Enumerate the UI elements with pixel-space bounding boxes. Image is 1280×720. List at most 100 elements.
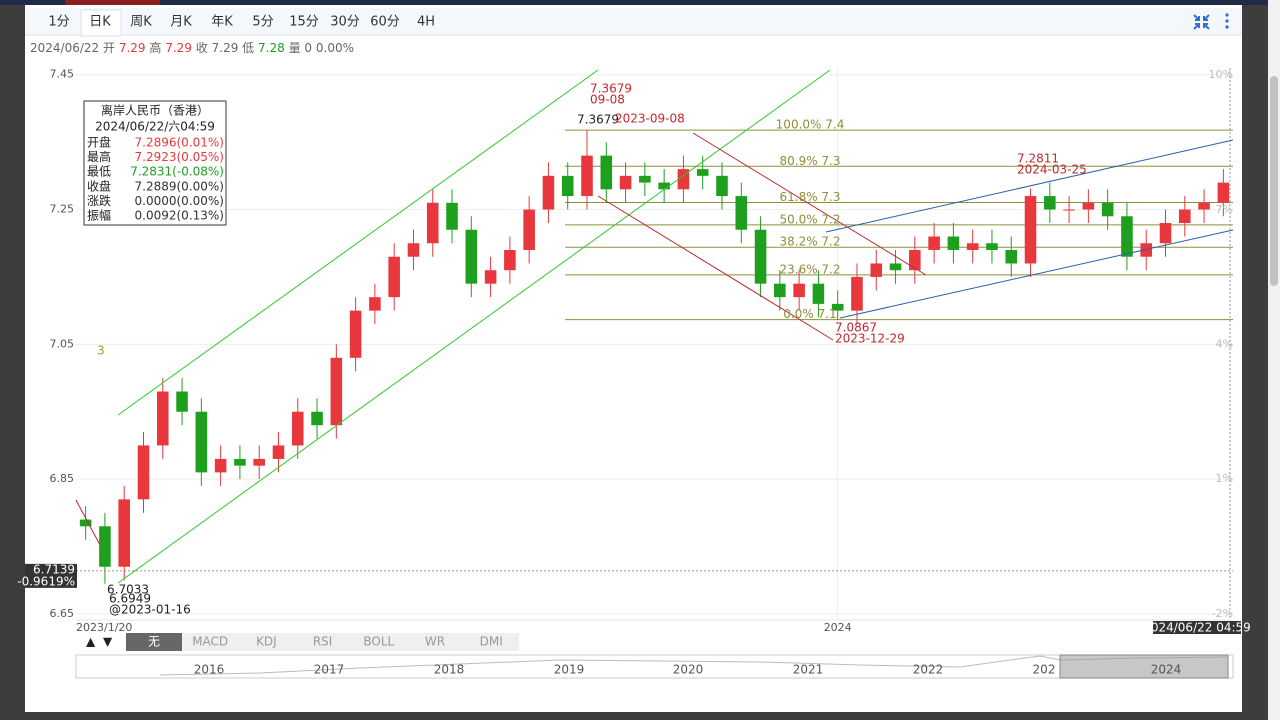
candle-body xyxy=(523,209,535,250)
tooltip-label: 开盘 xyxy=(87,135,111,150)
scrollbar-thumb[interactable] xyxy=(1270,76,1278,286)
candle-body xyxy=(696,169,709,176)
annotation: 7.3679 xyxy=(590,82,632,96)
candle-body xyxy=(388,256,400,298)
candle-body xyxy=(909,249,921,271)
indicator-tab[interactable] xyxy=(238,633,295,651)
scroll-down: ▼ xyxy=(103,635,113,649)
candle-body xyxy=(658,182,670,190)
candle-body xyxy=(1044,196,1056,210)
tooltip-label: 收盘 xyxy=(87,178,111,193)
info-bar: 2024/06/22 开 7.29 高 7.29 收 7.29 低 7.28 量… xyxy=(30,40,354,55)
trend-lines xyxy=(75,69,1234,584)
candle-body xyxy=(118,499,130,567)
y-tick-label: 6.85 xyxy=(50,472,75,485)
tooltip-date: 2024/06/22/六04:59 xyxy=(95,120,215,134)
fib-label: 38.2% 7.2 xyxy=(779,235,840,249)
candle-body xyxy=(619,175,632,190)
candle-body xyxy=(1159,223,1172,244)
candle-body xyxy=(253,458,265,466)
indicator-tab[interactable] xyxy=(463,633,520,651)
menu-icon[interactable] xyxy=(1225,13,1229,29)
indicator-tab-label[interactable]: WR xyxy=(425,635,445,649)
tab[interactable]: 周K xyxy=(130,15,152,30)
indicator-tab[interactable] xyxy=(294,633,351,651)
navigator-label: 2021 xyxy=(793,663,824,677)
navigator-label: 2020 xyxy=(673,663,704,677)
indicator-tab-label[interactable]: MACD xyxy=(192,635,228,649)
candle-body xyxy=(735,196,748,230)
navigator-label: 2018 xyxy=(434,663,465,677)
candle-body xyxy=(1198,202,1210,210)
navigator-line xyxy=(159,655,1229,676)
tab[interactable]: 30分 xyxy=(330,15,360,30)
y2-tick-label: 7% xyxy=(1216,203,1233,216)
tab[interactable]: 60分 xyxy=(370,15,400,30)
annotation: 2023-09-08 xyxy=(615,112,685,126)
indicator-tab-label[interactable]: RSI xyxy=(313,635,333,649)
tab[interactable]: 1分 xyxy=(48,15,69,30)
annotation: 3 xyxy=(97,344,105,358)
crosshair-x-label: 2024/06/22 04:59 xyxy=(1143,621,1251,635)
indicator-tab-label[interactable]: KDJ xyxy=(256,635,277,649)
tooltip-value: 7.2889(0.00%) xyxy=(135,179,224,193)
candle-body xyxy=(504,249,516,271)
candle-body xyxy=(79,519,92,527)
indicator-tab[interactable] xyxy=(182,633,239,651)
collapse-icon[interactable] xyxy=(1193,14,1210,30)
info-label: 收 xyxy=(196,41,208,55)
candle-body xyxy=(542,175,555,210)
y2-tick-label: 10% xyxy=(1209,68,1233,81)
candle-body xyxy=(581,155,593,197)
tooltip-value: 0.0000(0.00%) xyxy=(135,194,224,208)
y-tick-label: 7.25 xyxy=(50,203,75,216)
navigator-label: 2024 xyxy=(1151,663,1182,677)
tab[interactable]: 月K xyxy=(170,15,192,30)
info-value: 7.29 xyxy=(165,41,192,55)
tab[interactable]: 5分 xyxy=(252,15,273,30)
indicator-tab[interactable] xyxy=(350,633,407,651)
crosshair-y-box xyxy=(25,563,77,588)
candle-body xyxy=(774,283,786,298)
candle-body xyxy=(966,243,979,250)
candle-body xyxy=(1024,196,1037,264)
tab[interactable]: 年K xyxy=(211,15,233,30)
y2-tick-label: 4% xyxy=(1216,337,1233,350)
candle-body xyxy=(600,155,613,190)
tooltip-box xyxy=(83,100,227,226)
crosshair-y-label: 6.7139 xyxy=(33,562,75,576)
candle-body xyxy=(754,229,767,284)
navigator-selection[interactable] xyxy=(1059,654,1229,679)
tab[interactable]: 4H xyxy=(417,15,435,30)
info-label: 开 xyxy=(103,41,115,55)
fib-label: 100.0% 7.4 xyxy=(776,118,845,132)
indicator-tab[interactable] xyxy=(126,633,182,651)
indicator-tab-label[interactable]: 无 xyxy=(148,635,160,649)
y-tick-label: 7.45 xyxy=(50,68,75,81)
candle-body xyxy=(214,458,227,473)
tab[interactable]: 日K xyxy=(89,15,111,30)
candle-body xyxy=(349,310,362,358)
candle-body xyxy=(1063,209,1075,211)
info-label: 高 xyxy=(149,40,161,55)
candle-body xyxy=(272,445,285,459)
tooltip-value: 7.2831(-0.08%) xyxy=(130,165,224,179)
candle-body xyxy=(156,391,169,446)
candle-body xyxy=(1082,202,1095,210)
fib-label: 0.0% 7.1 xyxy=(783,307,836,321)
annotation: 6.7033 xyxy=(107,583,149,597)
crosshair-x-box xyxy=(1153,621,1241,634)
indicator-tab[interactable] xyxy=(407,633,463,651)
tab[interactable]: 15分 xyxy=(289,15,319,30)
tooltip-value: 7.2923(0.05%) xyxy=(135,150,224,164)
candle-body xyxy=(986,243,998,250)
indicator-tab-label[interactable]: DMI xyxy=(480,635,503,649)
candle-body xyxy=(851,276,863,311)
indicator-tab-label[interactable]: BOLL xyxy=(363,635,394,649)
active-tab-bg xyxy=(80,9,122,37)
candle-body xyxy=(234,458,246,466)
navigator[interactable] xyxy=(75,654,1234,679)
candle-body xyxy=(291,411,304,446)
